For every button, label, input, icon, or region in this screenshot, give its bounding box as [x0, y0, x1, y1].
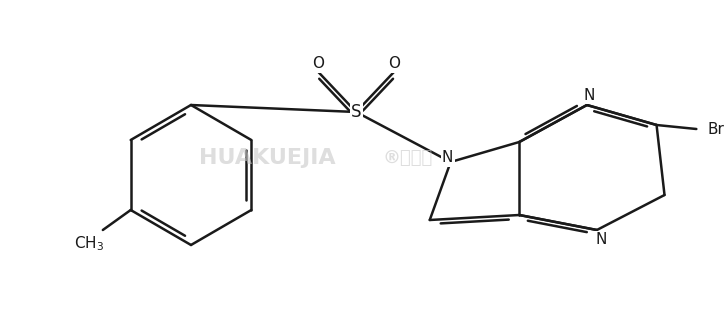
Text: S: S — [351, 103, 362, 121]
Text: N: N — [595, 233, 606, 247]
Text: O: O — [388, 57, 400, 71]
Text: CH$_3$: CH$_3$ — [74, 235, 104, 253]
Text: HUAKUEJIA: HUAKUEJIA — [199, 148, 335, 168]
Text: N: N — [442, 150, 453, 166]
Text: Br: Br — [708, 121, 725, 137]
Text: N: N — [583, 88, 595, 102]
Text: ®化学加: ®化学加 — [383, 149, 433, 167]
Text: O: O — [312, 57, 325, 71]
